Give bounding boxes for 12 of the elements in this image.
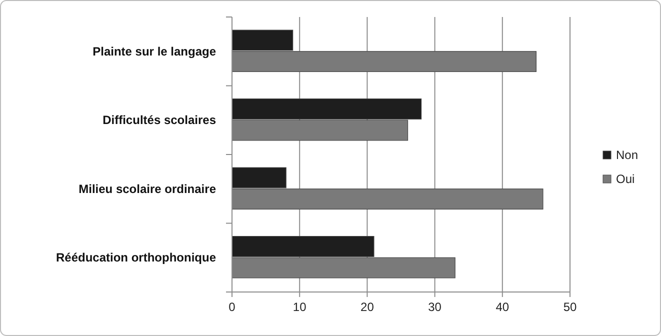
legend-label: Oui — [616, 172, 635, 186]
x-tick-label: 40 — [496, 300, 510, 314]
x-tick-label: 10 — [292, 300, 307, 314]
x-tick-label: 0 — [228, 300, 236, 314]
y-tick-label: Rééducation orthophonique — [56, 250, 216, 265]
x-tick-label: 20 — [360, 300, 374, 314]
y-tick-label: Difficultés scolaires — [102, 113, 216, 128]
x-tick-label: 50 — [563, 300, 577, 314]
y-tick-label: Plainte sur le langage — [92, 44, 216, 58]
legend-label: Non — [616, 148, 638, 162]
y-tick-label: Milieu scolaire ordinaire — [78, 182, 216, 196]
x-tick-label: 30 — [428, 300, 442, 314]
